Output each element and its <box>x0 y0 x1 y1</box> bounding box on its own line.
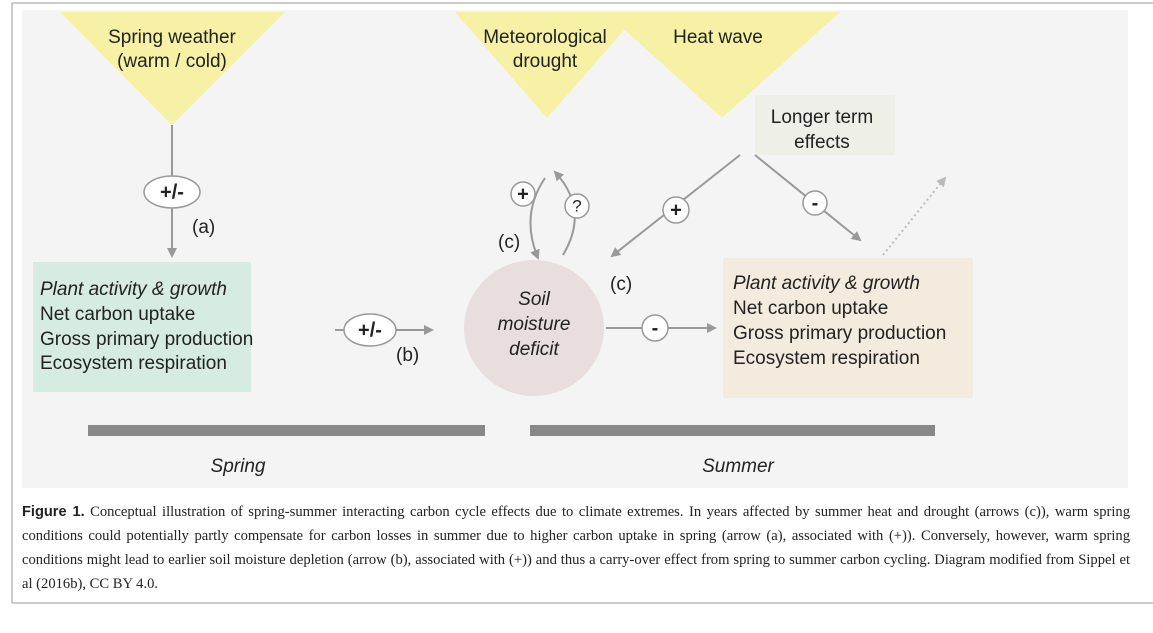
triangle-spring <box>60 12 285 125</box>
sign-label: - <box>812 192 819 214</box>
longer-term-box <box>755 95 895 155</box>
label: Meteorological <box>483 27 607 48</box>
box-line: Ecosystem respiration <box>40 353 227 374</box>
label: deficit <box>509 339 559 360</box>
spring-box <box>33 262 251 392</box>
label: effects <box>794 132 850 153</box>
box-line: Gross primary production <box>733 323 946 344</box>
season-bar <box>530 425 935 436</box>
arrow-label: (c) <box>498 232 520 253</box>
label: moisture <box>498 314 571 335</box>
caption-label: Figure 1. <box>22 504 85 520</box>
box-heading: Plant activity & growth <box>40 279 227 300</box>
box-line: Gross primary production <box>40 329 253 350</box>
box-line: Net carbon uptake <box>40 304 195 325</box>
arrow-label: (a) <box>192 217 215 238</box>
dotted-arrow <box>882 176 947 256</box>
label: Spring weather <box>108 27 236 48</box>
summer-box <box>723 258 973 398</box>
box-line: Net carbon uptake <box>733 298 888 319</box>
label: Heat wave <box>673 27 763 48</box>
sign-label: + <box>517 183 529 205</box>
label: Longer term <box>771 107 873 128</box>
triangle-drought <box>455 12 640 118</box>
sign <box>662 196 690 224</box>
season-label: Summer <box>702 456 774 477</box>
sign-label: +/- <box>358 319 382 341</box>
sign <box>802 190 828 216</box>
triangle-heat <box>605 12 840 118</box>
box-line: Ecosystem respiration <box>733 348 920 369</box>
sign-label: ? <box>572 196 581 215</box>
season-bar <box>88 425 485 436</box>
label: Soil <box>518 289 550 310</box>
label: drought <box>513 51 578 72</box>
soil-node <box>464 260 604 396</box>
label: (warm / cold) <box>117 51 227 72</box>
sign <box>510 181 536 207</box>
season-label: Spring <box>211 456 266 477</box>
caption-text: Conceptual illustration of spring-summer… <box>22 504 1130 592</box>
sign-label: + <box>670 199 682 221</box>
sign-label: - <box>652 317 659 339</box>
caption: Figure 1. Conceptual illustration of spr… <box>22 500 1130 596</box>
arrow <box>529 177 546 260</box>
box-heading: Plant activity & growth <box>733 273 920 294</box>
arrow-label: (c) <box>610 274 632 295</box>
arrow-label: (b) <box>396 345 419 366</box>
sign-label: +/- <box>160 181 184 203</box>
sign <box>564 193 590 219</box>
